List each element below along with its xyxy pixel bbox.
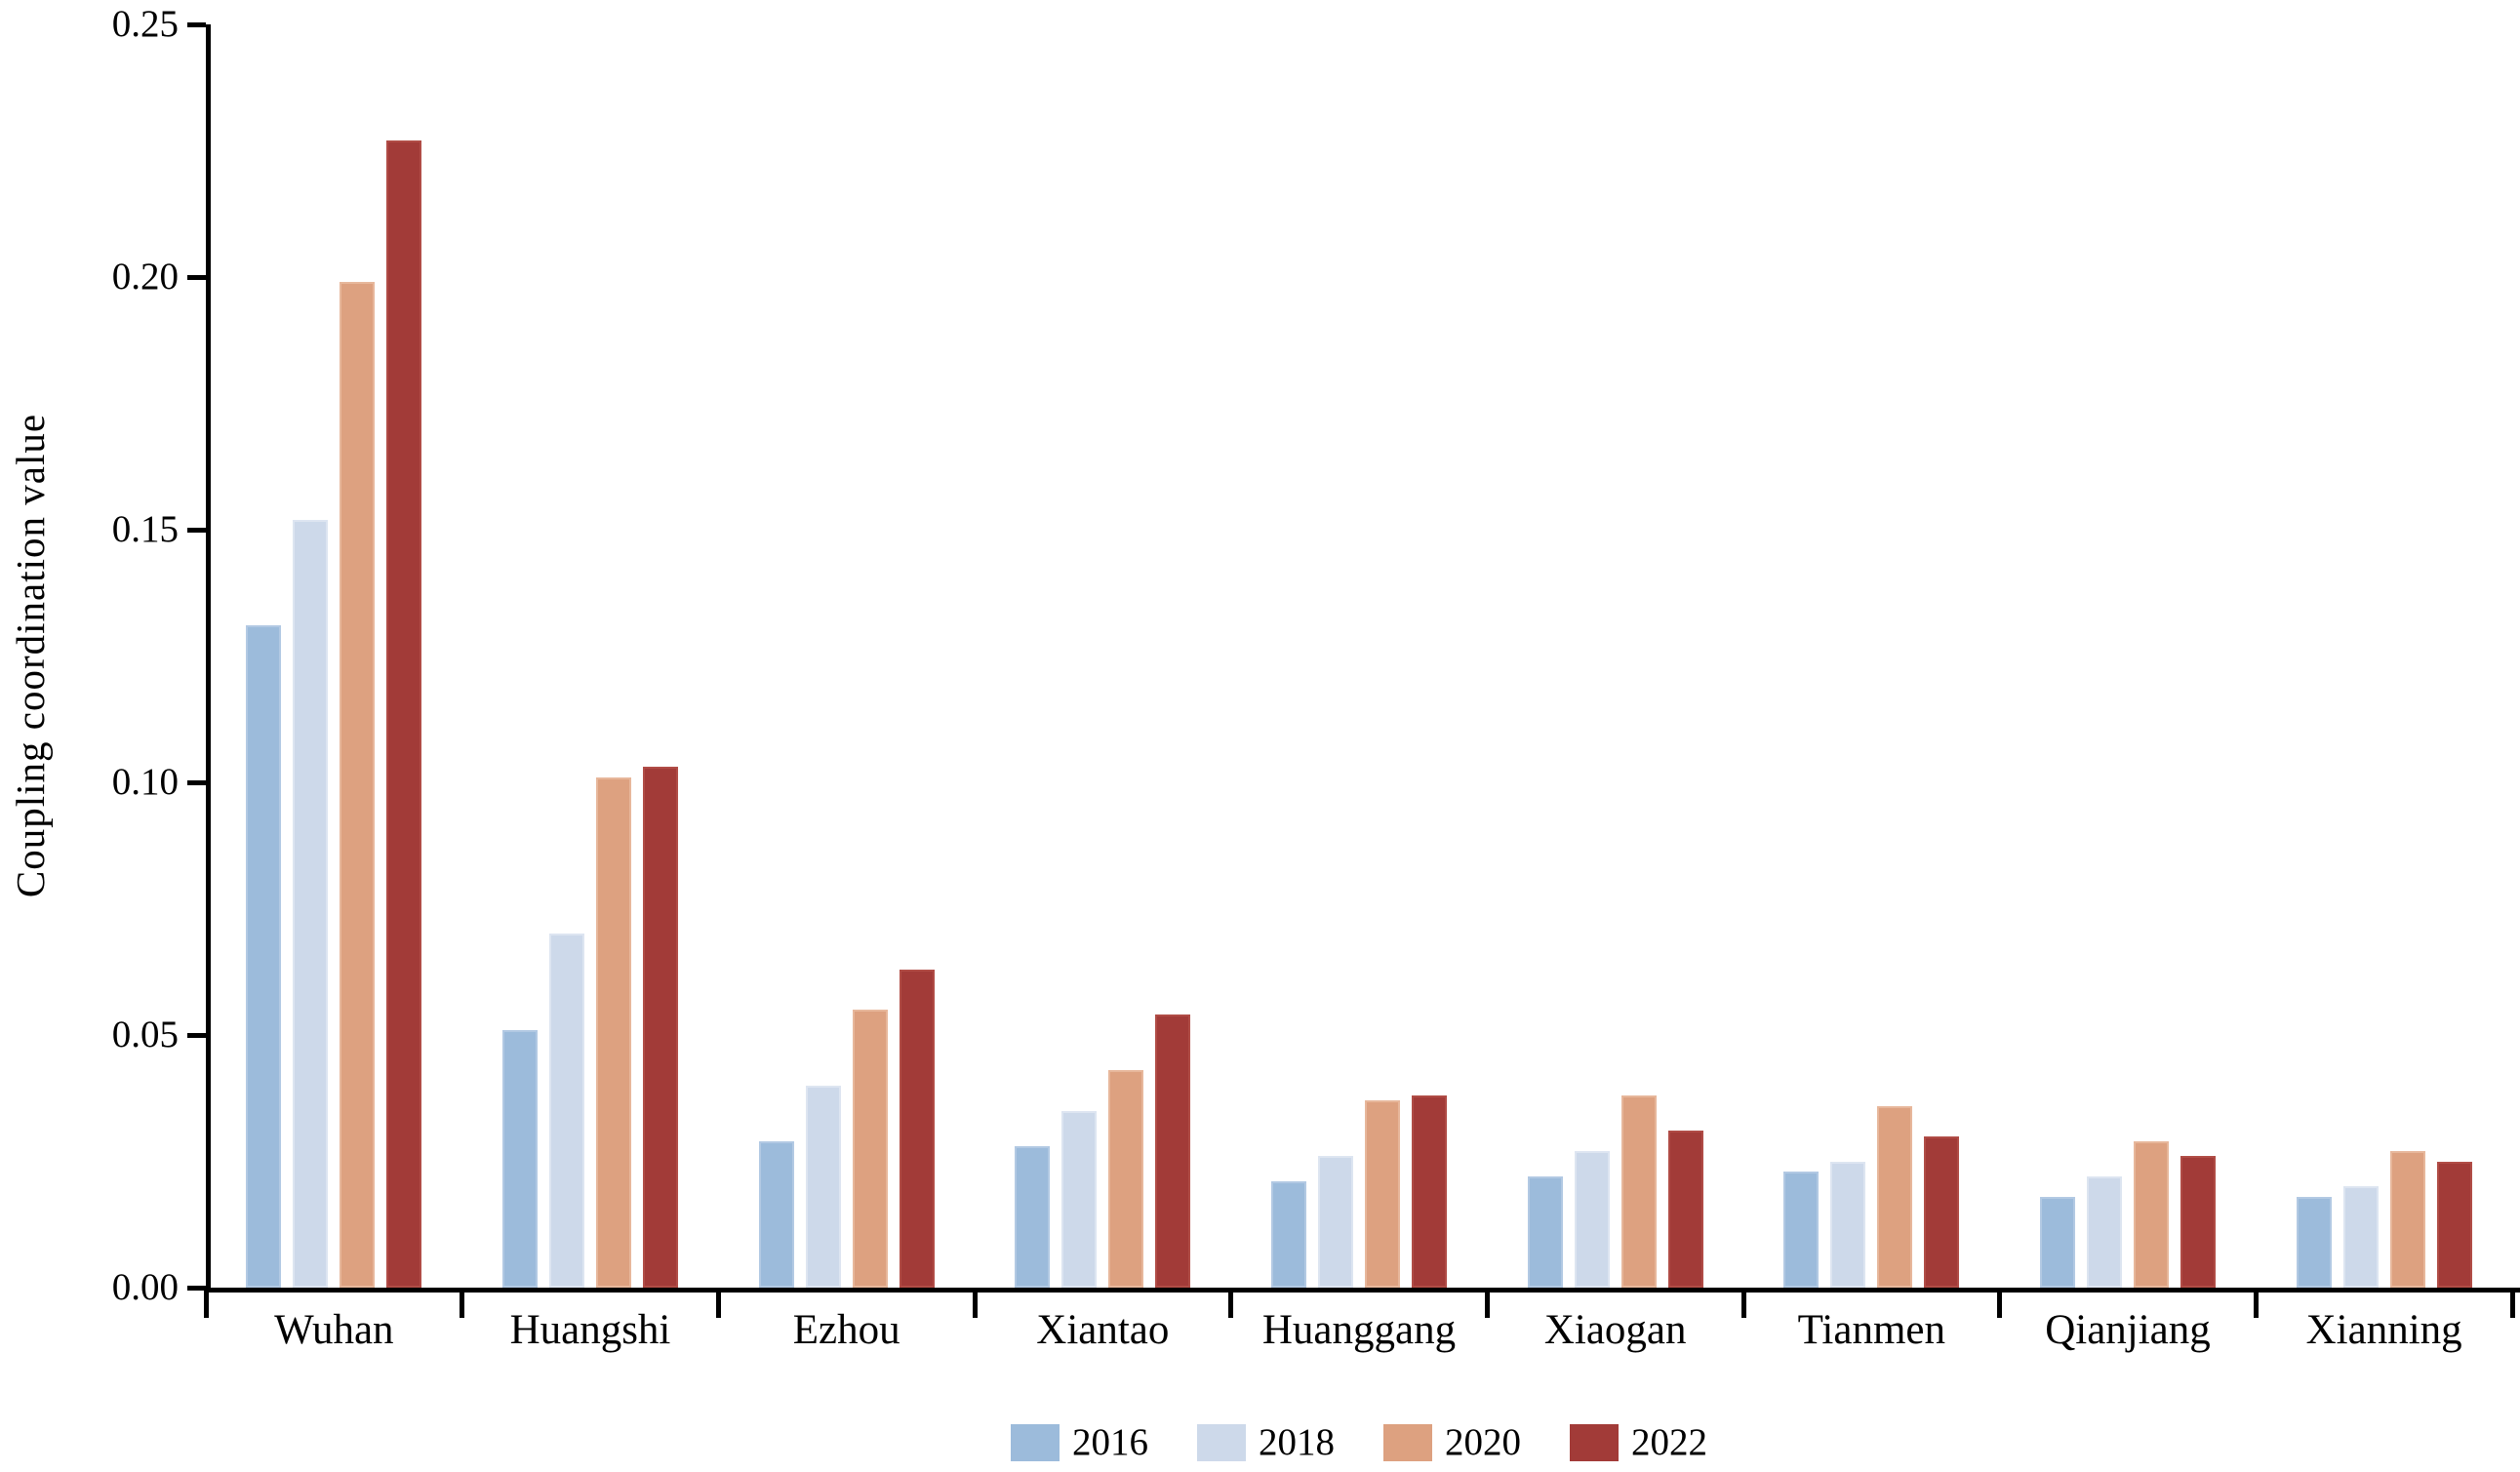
x-axis-tick xyxy=(715,1288,721,1318)
bar-group-wuhan xyxy=(206,24,462,1288)
legend-item-2018: 2018 xyxy=(1197,1422,1335,1463)
bar-2020-xiaogan xyxy=(1620,1095,1657,1288)
x-axis-tick xyxy=(972,1288,978,1318)
bar-2016-qianjiang xyxy=(2039,1196,2075,1288)
y-axis-tick-label: 0.20 xyxy=(111,256,179,298)
bar-group-xiantao xyxy=(975,24,1231,1288)
bar-2018-xiantao xyxy=(1061,1110,1098,1288)
legend-label: 2018 xyxy=(1259,1421,1335,1463)
category-label: Ezhou xyxy=(792,1307,900,1353)
bar-2018-qianjiang xyxy=(2086,1176,2122,1288)
bar-2022-xianning xyxy=(2436,1161,2472,1288)
bar-2020-tianmen xyxy=(1877,1105,1913,1288)
legend-swatch xyxy=(1570,1424,1619,1461)
legend-item-2022: 2022 xyxy=(1570,1422,1707,1463)
y-axis-tick xyxy=(187,1032,206,1038)
legend-swatch xyxy=(1383,1424,1432,1461)
legend: 2016 2018 2020 2022 xyxy=(1011,1422,1707,1463)
x-axis-tick xyxy=(1484,1288,1490,1318)
x-axis-tick xyxy=(1740,1288,1746,1318)
bar-2016-xiaogan xyxy=(1527,1176,1563,1288)
x-axis-tick xyxy=(1228,1288,1234,1318)
bar-group-huanggang xyxy=(1231,24,1488,1288)
bar-2022-ezhou xyxy=(899,969,935,1288)
bar-2018-xianning xyxy=(2342,1186,2379,1288)
bar-2018-xiaogan xyxy=(1574,1151,1610,1288)
y-axis-tick-label: 0.25 xyxy=(111,3,179,45)
category-label: Qianjiang xyxy=(2045,1307,2211,1353)
bar-group-xiaogan xyxy=(1487,24,1743,1288)
y-axis-tick-label: 0.00 xyxy=(111,1266,179,1308)
bar-2022-huangshi xyxy=(642,767,678,1288)
bar-2020-wuhan xyxy=(340,282,376,1288)
bar-2022-xiantao xyxy=(1155,1014,1191,1288)
bar-2022-huanggang xyxy=(1411,1095,1447,1288)
bar-2018-ezhou xyxy=(805,1085,841,1288)
y-axis-title: Coupling coordination value xyxy=(8,413,53,898)
x-axis-tick xyxy=(460,1288,465,1318)
bar-2022-qianjiang xyxy=(2180,1156,2216,1288)
bar-2016-xiantao xyxy=(1015,1145,1051,1288)
legend-swatch xyxy=(1197,1424,1246,1461)
x-axis-tick xyxy=(2253,1288,2259,1318)
category-label: Huanggang xyxy=(1261,1307,1457,1353)
bar-group-huangshi xyxy=(462,24,719,1288)
bar-2020-ezhou xyxy=(852,1010,888,1288)
legend-item-2020: 2020 xyxy=(1383,1422,1521,1463)
legend-label: 2022 xyxy=(1631,1421,1707,1463)
bar-2016-ezhou xyxy=(758,1140,794,1288)
bar-group-qianjiang xyxy=(2000,24,2257,1288)
y-axis-tick-label: 0.15 xyxy=(111,508,179,550)
legend-item-2016: 2016 xyxy=(1011,1422,1148,1463)
bar-2016-xianning xyxy=(2296,1196,2332,1288)
bar-2016-wuhan xyxy=(246,625,282,1288)
bar-2022-tianmen xyxy=(1924,1135,1960,1288)
category-label: Xiaogan xyxy=(1543,1307,1687,1353)
bar-2018-tianmen xyxy=(1830,1161,1866,1288)
y-axis-line xyxy=(206,24,211,1293)
y-axis-tick xyxy=(187,779,206,785)
bar-2018-wuhan xyxy=(293,519,329,1288)
x-axis-tick xyxy=(203,1288,209,1318)
y-axis-tick xyxy=(187,21,206,27)
category-label: Wuhan xyxy=(274,1307,394,1353)
legend-swatch xyxy=(1011,1424,1060,1461)
bar-2020-qianjiang xyxy=(2133,1140,2169,1288)
y-axis-tick-label: 0.05 xyxy=(111,1014,179,1055)
bar-group-ezhou xyxy=(718,24,975,1288)
legend-label: 2016 xyxy=(1072,1421,1148,1463)
y-axis-tick xyxy=(187,527,206,533)
bar-2018-huanggang xyxy=(1317,1156,1353,1288)
legend-label: 2020 xyxy=(1445,1421,1521,1463)
bar-group-tianmen xyxy=(1743,24,2000,1288)
category-label: Huangshi xyxy=(509,1307,671,1353)
bar-2022-wuhan xyxy=(386,140,422,1288)
x-axis-tick xyxy=(1997,1288,2003,1318)
y-axis-tick xyxy=(187,1285,206,1291)
y-axis-tick xyxy=(187,274,206,280)
bar-2020-huangshi xyxy=(595,776,631,1288)
bar-2022-xiaogan xyxy=(1667,1131,1703,1288)
bar-2016-tianmen xyxy=(1783,1171,1820,1288)
bar-2020-huanggang xyxy=(1364,1100,1400,1288)
x-axis-line xyxy=(206,1288,2520,1293)
bar-2016-huangshi xyxy=(501,1029,538,1288)
x-axis-tick xyxy=(2509,1288,2515,1318)
bar-group-xianning xyxy=(2256,24,2512,1288)
bar-2016-huanggang xyxy=(1270,1181,1306,1288)
bar-2020-xiantao xyxy=(1108,1070,1144,1288)
category-label: Tianmen xyxy=(1797,1307,1945,1353)
bar-2018-huangshi xyxy=(548,934,584,1288)
bar-2020-xianning xyxy=(2389,1151,2425,1288)
category-label: Xiantao xyxy=(1036,1307,1170,1353)
y-axis-tick-label: 0.10 xyxy=(111,761,179,803)
category-label: Xianning xyxy=(2305,1307,2462,1353)
